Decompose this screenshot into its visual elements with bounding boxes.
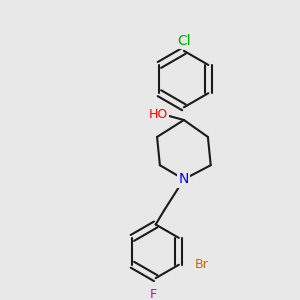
Text: F: F [149,288,156,300]
Text: Cl: Cl [177,34,191,48]
Text: HO: HO [149,108,168,121]
Text: N: N [179,172,189,186]
Text: Br: Br [194,258,208,271]
